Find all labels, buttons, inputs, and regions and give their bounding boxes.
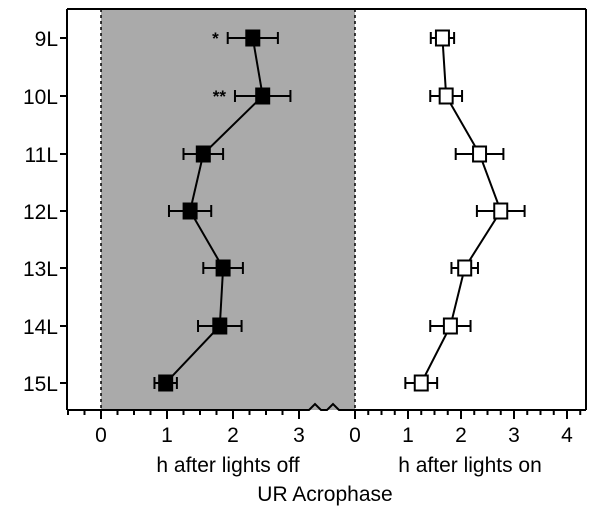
category-label: 15L bbox=[23, 373, 58, 396]
data-point bbox=[438, 87, 454, 105]
x-tick-label: 3 bbox=[293, 424, 305, 447]
category-label: 9L bbox=[35, 28, 58, 51]
x-tick-label: 4 bbox=[561, 424, 573, 447]
panel-2-axis-label: h after lights on bbox=[398, 454, 542, 477]
data-point bbox=[195, 145, 211, 163]
x-axis-title: UR Acrophase bbox=[257, 483, 392, 506]
data-point bbox=[215, 259, 231, 277]
x-tick-label: 0 bbox=[95, 424, 107, 447]
category-label: 12L bbox=[23, 201, 58, 224]
significance-marker: * bbox=[212, 29, 219, 48]
data-point bbox=[255, 87, 271, 105]
data-point bbox=[472, 145, 488, 163]
x-axis-line bbox=[67, 402, 586, 411]
x-tick-label: 3 bbox=[508, 424, 520, 447]
category-label: 14L bbox=[23, 316, 58, 339]
panel-1-axis-label: h after lights off bbox=[156, 454, 299, 477]
category-label: 10L bbox=[23, 86, 58, 109]
data-point bbox=[212, 317, 228, 335]
category-label: 13L bbox=[23, 258, 58, 281]
data-point bbox=[457, 259, 473, 277]
data-point bbox=[413, 374, 429, 392]
dark-phase-shading bbox=[101, 9, 355, 410]
data-point bbox=[493, 202, 509, 220]
x-tick-label: 2 bbox=[227, 424, 239, 447]
data-point bbox=[182, 202, 198, 220]
x-tick-label: 0 bbox=[349, 424, 361, 447]
data-point bbox=[442, 317, 458, 335]
data-point bbox=[245, 29, 261, 47]
significance-marker: ** bbox=[213, 87, 227, 106]
x-tick-label: 2 bbox=[455, 424, 467, 447]
category-label: 11L bbox=[25, 144, 58, 167]
data-point bbox=[158, 374, 174, 392]
x-tick-label: 1 bbox=[161, 424, 173, 447]
x-tick-label: 1 bbox=[402, 424, 414, 447]
data-point bbox=[434, 29, 450, 47]
